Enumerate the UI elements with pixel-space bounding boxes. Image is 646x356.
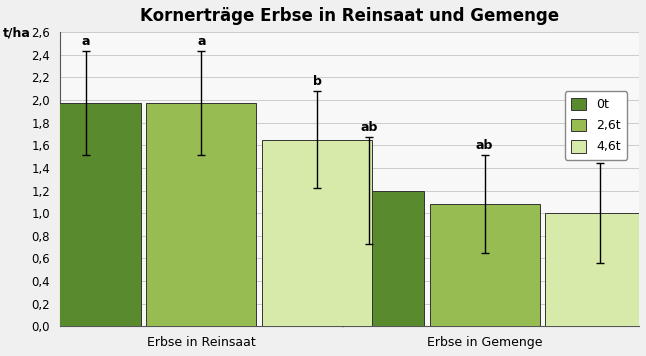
Text: ab: ab — [592, 147, 609, 160]
Y-axis label: t/ha: t/ha — [3, 26, 31, 39]
Bar — [262, 140, 372, 326]
Bar — [545, 213, 646, 326]
Bar — [30, 104, 141, 326]
Bar — [147, 104, 256, 326]
Bar — [314, 190, 424, 326]
Text: a: a — [197, 35, 205, 48]
Bar — [430, 204, 539, 326]
Text: b: b — [313, 75, 322, 88]
Text: ab: ab — [476, 139, 494, 152]
Text: a: a — [81, 35, 90, 48]
Legend: 0t, 2,6t, 4,6t: 0t, 2,6t, 4,6t — [565, 91, 627, 159]
Title: Kornerträge Erbse in Reinsaat und Gemenge: Kornerträge Erbse in Reinsaat und Gemeng… — [140, 7, 559, 25]
Text: ab: ab — [360, 121, 377, 134]
